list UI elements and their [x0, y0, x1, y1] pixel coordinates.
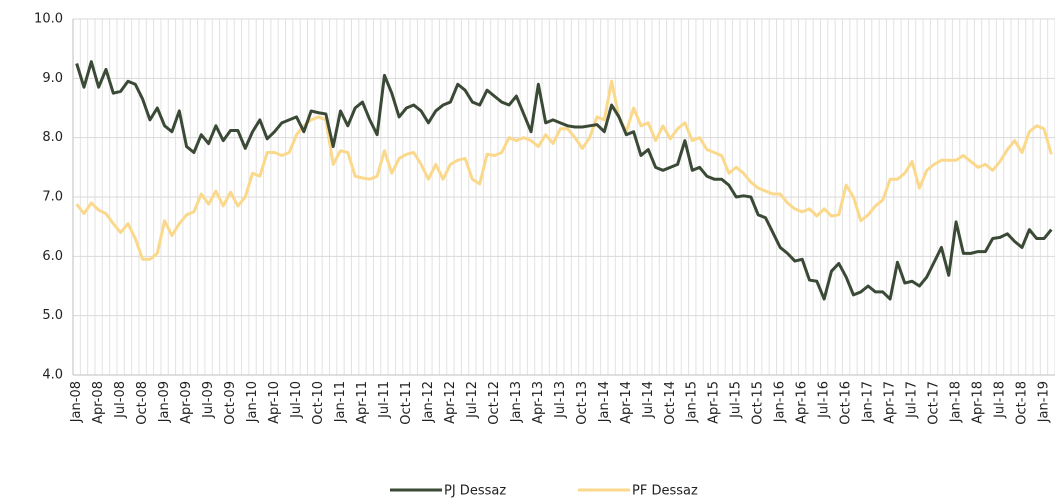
legend-label: PF Dessaz [632, 484, 698, 499]
x-tick-label: Jul-13 [553, 381, 568, 419]
x-tick-label: Apr-08 [91, 381, 106, 424]
x-tick-label: Oct-12 [487, 381, 502, 425]
x-tick-label: Oct-18 [1015, 381, 1030, 425]
x-tick-label: Jul-09 [201, 381, 216, 419]
x-tick-label: Oct-10 [311, 381, 326, 425]
x-tick-label: Jul-08 [113, 381, 128, 419]
x-tick-label: Jan-10 [245, 381, 260, 423]
x-tick-label: Apr-14 [619, 381, 634, 424]
x-tick-label: Jul-16 [817, 381, 832, 419]
y-tick-label: 10.0 [34, 12, 63, 27]
x-tick-label: Jul-12 [465, 381, 480, 419]
x-tick-label: Apr-18 [971, 381, 986, 424]
x-tick-label: Oct-14 [663, 381, 678, 425]
x-tick-label: Jan-17 [861, 381, 876, 423]
x-tick-label: Jan-16 [773, 381, 788, 423]
data-line [75, 79, 1053, 261]
y-tick-label: 5.0 [42, 308, 63, 323]
x-tick-label: Apr-12 [443, 381, 458, 424]
x-tick-label: Jul-10 [289, 381, 304, 419]
x-tick-label: Jan-08 [69, 381, 84, 423]
x-tick-label: Jul-18 [993, 381, 1008, 419]
x-tick-label: Apr-11 [355, 381, 370, 424]
x-tick-label: Apr-15 [707, 381, 722, 424]
x-tick-label: Oct-09 [223, 381, 238, 425]
x-tick-label: Jan-19 [1037, 381, 1052, 423]
x-tick-label: Apr-13 [531, 381, 546, 424]
y-tick-label: 7.0 [42, 190, 63, 205]
x-tick-label: Jan-14 [597, 381, 612, 423]
x-tick-label: Jan-12 [421, 381, 436, 423]
legend-label: PJ Dessaz [444, 484, 506, 499]
x-tick-label: Oct-17 [927, 381, 942, 425]
x-tick-label: Jul-11 [377, 381, 392, 419]
x-tick-label: Jan-13 [509, 381, 524, 423]
y-tick-label: 9.0 [42, 71, 63, 86]
x-tick-label: Jul-17 [905, 381, 920, 419]
x-tick-label: Jan-15 [685, 381, 700, 423]
x-tick-label: Jan-11 [333, 381, 348, 423]
y-tick-label: 4.0 [42, 368, 63, 383]
x-tick-label: Oct-11 [399, 381, 414, 425]
x-tick-label: Jan-18 [949, 381, 964, 423]
x-tick-label: Jul-14 [641, 381, 656, 419]
data-line [75, 60, 1053, 301]
x-tick-label: Jul-15 [729, 381, 744, 419]
x-tick-label: Apr-17 [883, 381, 898, 424]
x-tick-label: Apr-09 [179, 381, 194, 424]
y-tick-label: 6.0 [42, 249, 63, 264]
x-tick-label: Oct-13 [575, 381, 590, 425]
x-tick-label: Jan-09 [157, 381, 172, 423]
y-tick-label: 8.0 [42, 130, 63, 145]
x-tick-label: Apr-10 [267, 381, 282, 424]
x-tick-label: Oct-08 [135, 381, 150, 425]
x-tick-label: Oct-16 [839, 381, 854, 425]
x-tick-label: Oct-15 [751, 381, 766, 425]
x-tick-label: Apr-16 [795, 381, 810, 424]
